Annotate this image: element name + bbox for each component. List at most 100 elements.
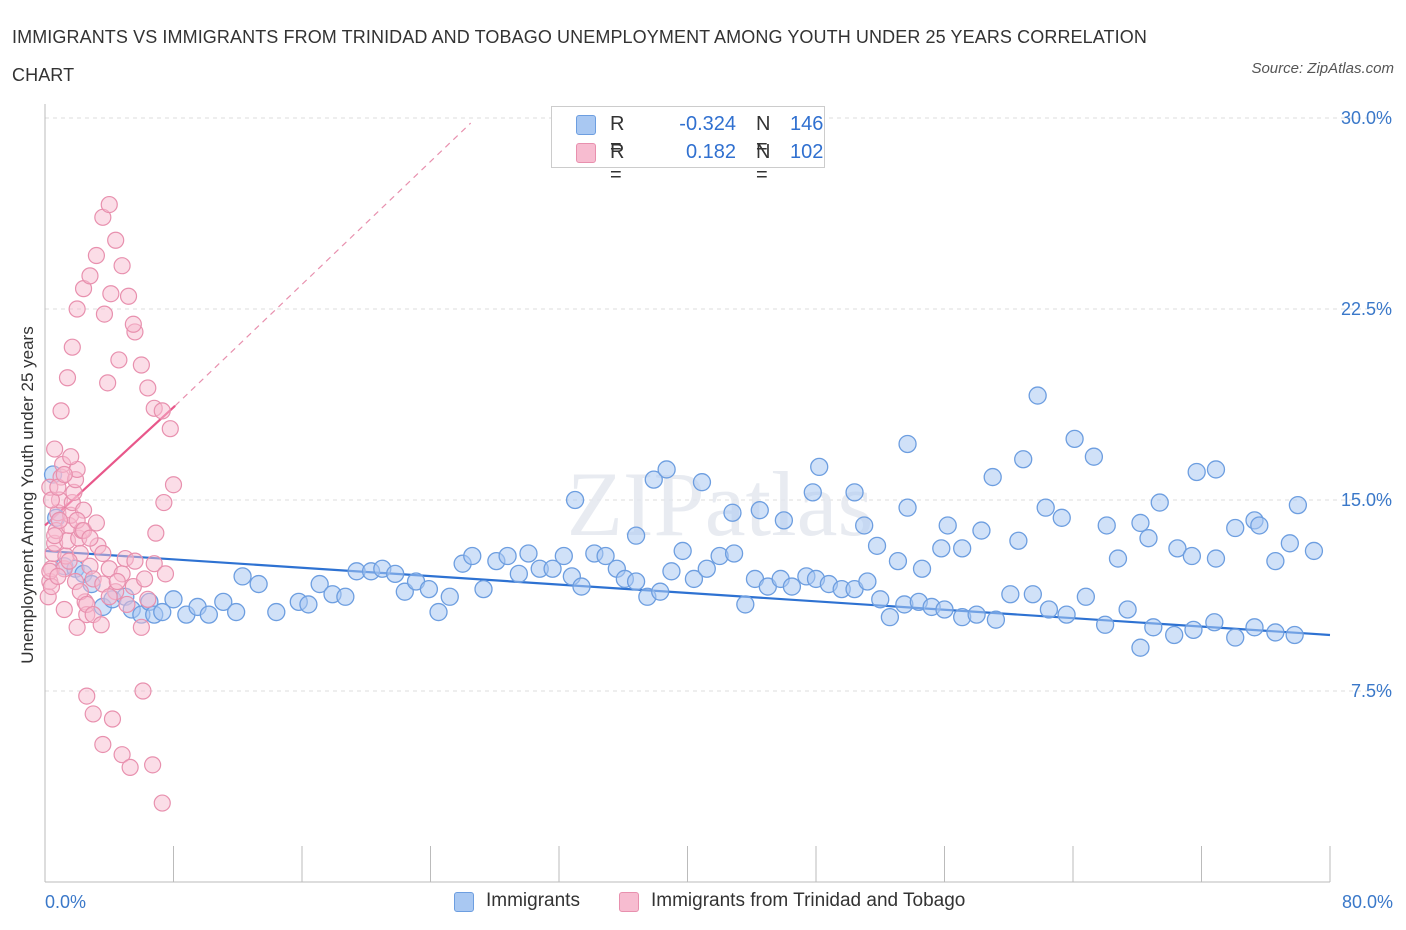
immigrants-point (1165, 625, 1184, 645)
trinidad-point (52, 402, 70, 420)
immigrants-point (199, 605, 218, 624)
immigrants-point (986, 610, 1006, 629)
immigrants-point (1009, 531, 1028, 550)
immigrants-point (554, 546, 573, 566)
trinidad-point (55, 600, 73, 619)
immigrants-point (723, 503, 742, 522)
immigrants-point (1206, 460, 1226, 479)
immigrants-point (1084, 447, 1104, 466)
trinidad-point (107, 231, 125, 249)
immigrants-point (153, 602, 172, 622)
immigrants-point (750, 501, 769, 520)
immigrants-point (310, 574, 329, 594)
immigrants-point (626, 572, 646, 591)
trinidad-point (119, 287, 138, 305)
immigrants-point (1304, 541, 1324, 561)
trinidad-point (147, 524, 165, 542)
immigrants-point (1245, 618, 1264, 637)
immigrants-point (1118, 600, 1137, 619)
trinidad-point (153, 794, 171, 812)
immigrants-point (898, 434, 917, 454)
immigrants-point (855, 516, 874, 535)
legend-swatch-trinidad (576, 143, 596, 163)
trinidad-point (46, 440, 64, 458)
trinidad-point (108, 572, 126, 591)
trinidad-point (113, 257, 131, 275)
trinidad-point (78, 687, 96, 705)
immigrants-point (871, 590, 890, 609)
immigrants-point (1226, 518, 1245, 538)
immigrants-point (935, 600, 954, 619)
data-points (39, 195, 1324, 812)
immigrants-point (267, 602, 286, 622)
legend-r-value: 0.182 (685, 141, 736, 163)
immigrants-point (164, 590, 183, 609)
immigrants-point (912, 559, 932, 578)
immigrants-point (644, 470, 663, 489)
grid-lines (45, 117, 1390, 692)
immigrants-point (1266, 551, 1285, 571)
x-tick-label: 80.0% (1342, 892, 1393, 912)
trinidad-point (94, 544, 112, 563)
immigrants-trend-line (44, 549, 1331, 637)
immigrants-point (673, 541, 692, 561)
immigrants-point (880, 607, 900, 627)
y-tick-label: 30.0% (1341, 108, 1392, 128)
immigrants-point (543, 559, 562, 578)
trinidad-point (144, 756, 162, 774)
trinidad-point (55, 465, 73, 484)
immigrants-point (233, 567, 252, 586)
trinidad-point (63, 338, 81, 356)
immigrants-point (1052, 508, 1071, 527)
trinidad-point (62, 448, 80, 466)
immigrants-point (1266, 623, 1285, 642)
immigrants-point (1285, 625, 1304, 645)
trinidad-point (118, 595, 136, 614)
immigrants-point (1036, 498, 1055, 517)
legend-swatch-immigrants (576, 115, 596, 135)
immigrants-point (1288, 495, 1308, 515)
trinidad-point (46, 527, 64, 545)
immigrants-point (1014, 450, 1033, 469)
y-tick-labels: 7.5% 15.0% 22.5% 30.0% (1341, 108, 1392, 701)
immigrants-point (1226, 628, 1245, 647)
immigrants-point (1108, 549, 1128, 568)
trinidad-point (95, 305, 114, 323)
trinidad-point (100, 195, 118, 214)
trinidad-point (50, 511, 69, 529)
immigrants-point (803, 483, 822, 502)
immigrants-point (1168, 539, 1187, 558)
trinidad-point (132, 356, 150, 374)
legend-r-value: -0.324 (679, 113, 736, 135)
immigrants-point (1076, 587, 1095, 606)
legend-n-label: N = (756, 113, 771, 158)
immigrants-point (888, 551, 908, 571)
trinidad-point (139, 590, 157, 608)
trinidad-point (126, 552, 144, 570)
immigrants-point (1131, 638, 1150, 657)
immigrants-point (697, 559, 716, 578)
trinidad-point (121, 758, 139, 777)
immigrants-point (1001, 585, 1020, 604)
immigrants-point (867, 536, 887, 555)
immigrants-point (419, 579, 439, 599)
trinidad-point (135, 570, 154, 588)
immigrants-point (724, 544, 744, 563)
immigrants-point (596, 546, 615, 566)
trinidad-point (113, 746, 131, 764)
bottom-legend-swatch-immigrants (454, 892, 474, 912)
immigrants-point (498, 546, 517, 566)
immigrants-point (810, 457, 829, 477)
immigrants-point (214, 592, 233, 612)
immigrants-point (1023, 585, 1042, 604)
trinidad-point (87, 246, 106, 265)
immigrants-point (662, 562, 681, 581)
immigrants-point (1280, 534, 1299, 553)
trinidad-point (139, 379, 157, 397)
immigrants-point (509, 564, 528, 584)
immigrants-point (1182, 546, 1202, 566)
trinidad-point (110, 351, 128, 369)
trinidad-point (60, 552, 78, 570)
immigrants-point (1065, 429, 1084, 449)
